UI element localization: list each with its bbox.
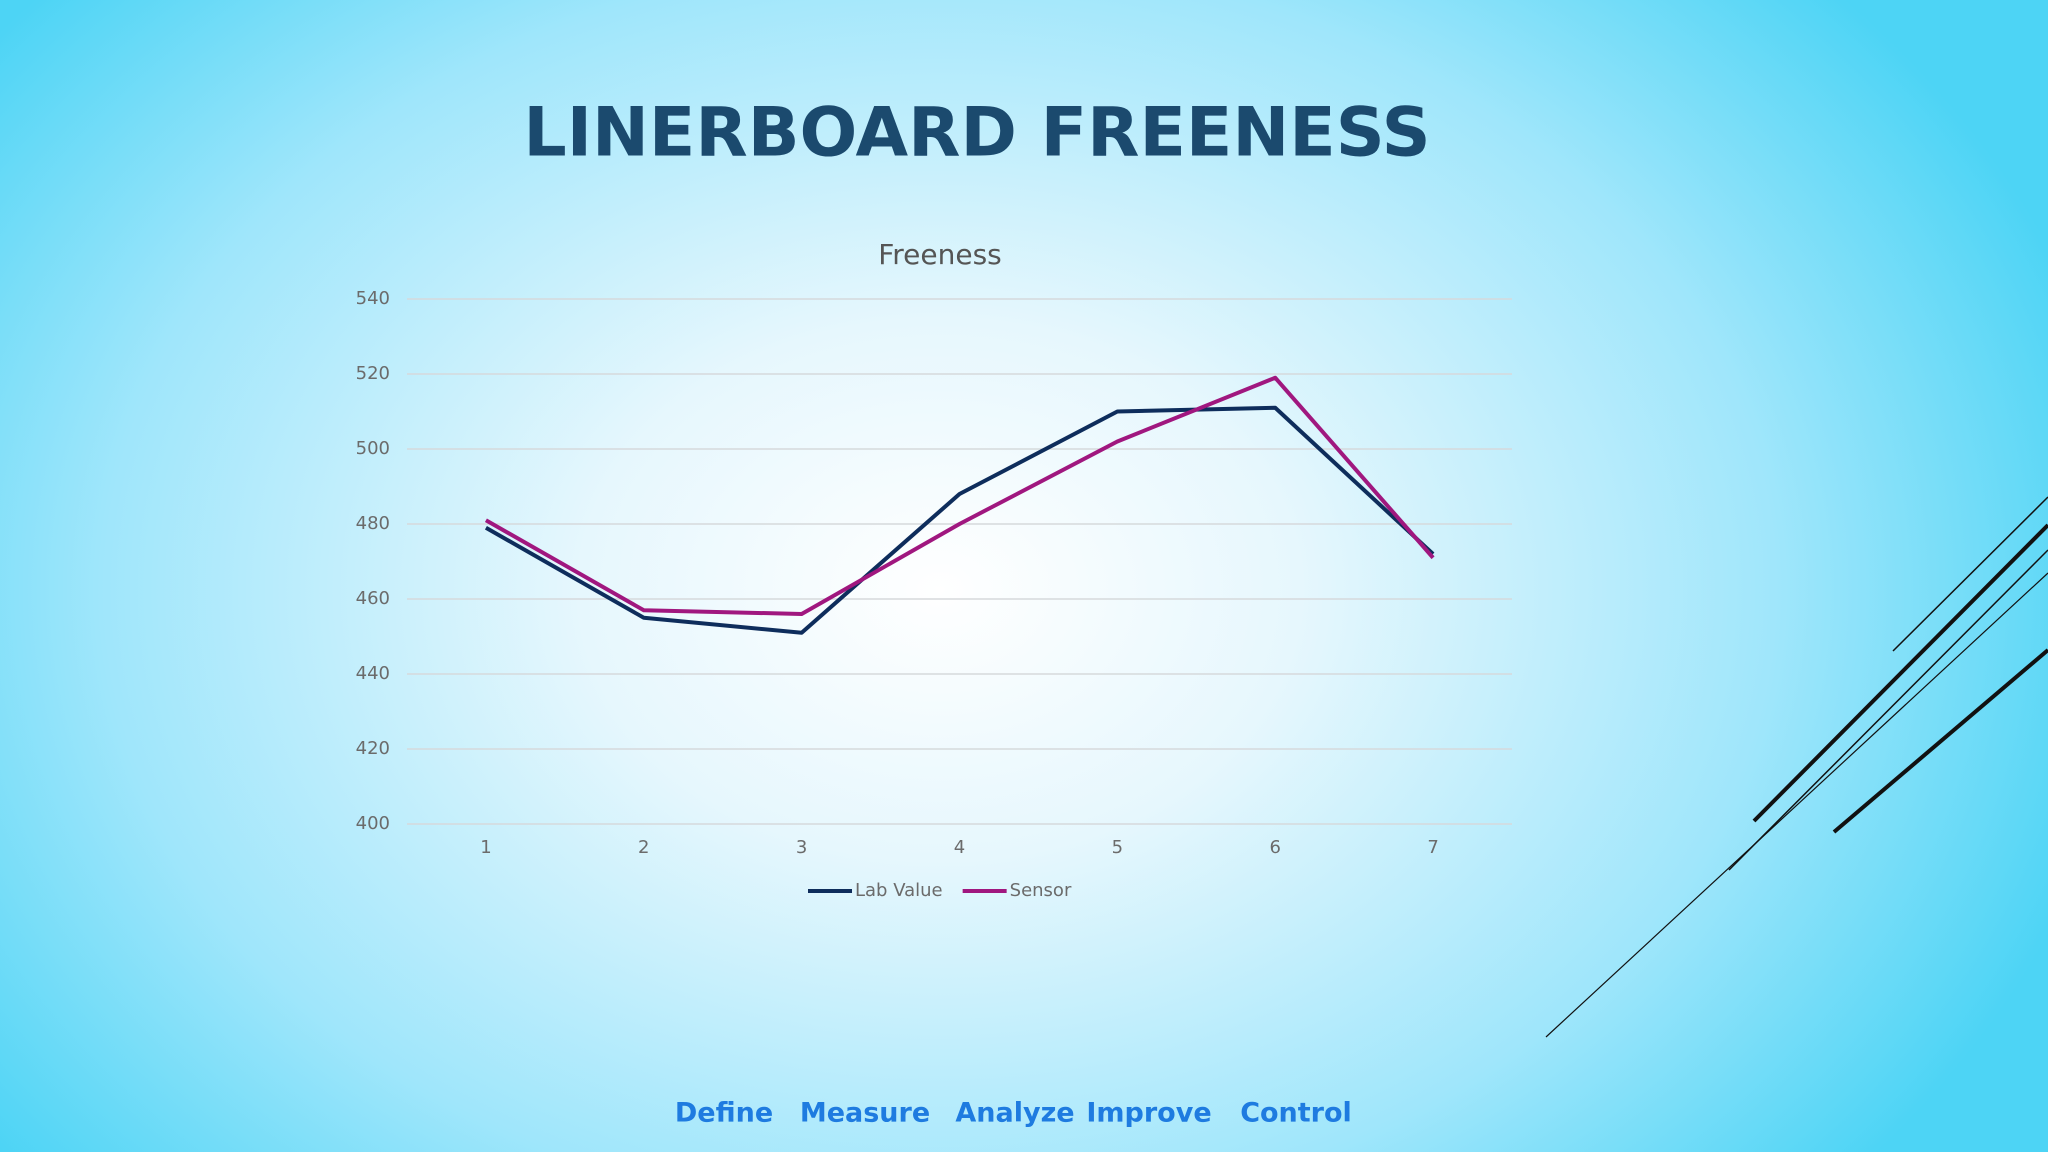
y-tick-label: 500 bbox=[356, 438, 390, 459]
y-tick-label: 480 bbox=[356, 513, 390, 534]
slide-title: LINERBOARD FREENESS bbox=[523, 94, 1430, 173]
nav-link[interactable]: Control bbox=[1240, 1098, 1352, 1129]
chart-title: Freeness bbox=[878, 238, 1002, 271]
nav-link[interactable]: Analyze bbox=[955, 1098, 1074, 1129]
x-tick-label: 1 bbox=[480, 837, 491, 858]
x-tick-label: 6 bbox=[1269, 837, 1280, 858]
x-tick-label: 5 bbox=[1112, 837, 1123, 858]
deco-line bbox=[1892, 496, 2048, 652]
x-tick-label: 4 bbox=[954, 837, 965, 858]
deco-line bbox=[1728, 549, 2048, 871]
series-line bbox=[484, 405, 1435, 635]
nav-link[interactable]: Define bbox=[675, 1098, 773, 1129]
deco-line bbox=[1832, 648, 2048, 834]
nav-link[interactable]: Improve bbox=[1086, 1098, 1211, 1129]
y-tick-label: 540 bbox=[356, 288, 390, 309]
y-tick-label: 460 bbox=[356, 588, 390, 609]
series-line bbox=[484, 375, 1435, 616]
y-tick-label: 400 bbox=[356, 813, 390, 834]
y-tick-label: 520 bbox=[356, 363, 390, 384]
deco-line bbox=[1545, 572, 2048, 1038]
y-tick-label: 440 bbox=[356, 663, 390, 684]
decoration bbox=[1545, 496, 2048, 1038]
nav-link[interactable]: Measure bbox=[800, 1098, 930, 1129]
deco-line bbox=[1752, 523, 2048, 823]
x-tick-label: 3 bbox=[796, 837, 807, 858]
legend-label: Sensor bbox=[1010, 880, 1072, 901]
x-tick-label: 7 bbox=[1427, 837, 1438, 858]
x-tick-label: 2 bbox=[638, 837, 649, 858]
legend-label: Lab Value bbox=[855, 880, 943, 901]
y-tick-label: 420 bbox=[356, 738, 390, 759]
